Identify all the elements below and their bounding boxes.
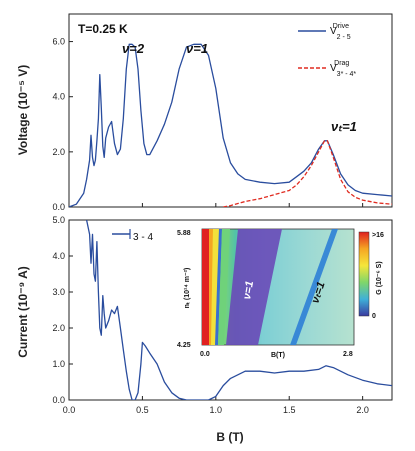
x-tick-label: 0.5: [136, 405, 149, 415]
x-tick-label: 2.0: [356, 405, 369, 415]
x-tick-label: 1.0: [210, 405, 223, 415]
nu1-label: ν=1: [186, 41, 208, 56]
inset-band-blue1: [215, 229, 222, 345]
inset-band-red: [202, 229, 209, 345]
series-line-1: [85, 220, 392, 400]
bottom-y-tick-label: 5.0: [52, 215, 65, 225]
top-plot-frame: [68, 13, 393, 208]
x-tick-label: 0.0: [63, 405, 76, 415]
legend-drag-label: V3* - 4*Drag: [330, 60, 356, 78]
inset-y-bottom-tick: 4.25: [177, 342, 191, 349]
inset-y-label: nₜ (10¹⁴ m⁻²): [184, 268, 191, 309]
bottom-legend: 3 - 4: [112, 229, 153, 243]
x-axis-title: B (T): [216, 430, 243, 444]
bottom-y-tick-label: 3.0: [52, 287, 65, 297]
top-series-group: [69, 43, 392, 207]
nuT1-label: νₜ=1: [331, 119, 357, 134]
inset-band-green: [218, 229, 230, 345]
top-y-ticks: 0.0 2.0 4.0 6.0: [52, 37, 73, 212]
bottom-y-tick-label: 1.0: [52, 359, 65, 369]
bottom-y-tick-label: 0.0: [52, 395, 65, 405]
bottom-series-group: [85, 220, 392, 400]
colorbar-top-tick: >16: [372, 232, 384, 239]
inset-x-label: B(T): [271, 352, 285, 359]
legend-current-label: 3 - 4: [133, 232, 153, 243]
top-y-axis-title: Voltage (10⁻⁵ V): [16, 65, 30, 155]
top-x-tick-marks: [68, 203, 364, 207]
inset-x-right-tick: 2.8: [343, 351, 353, 358]
inset-nu1-stripe: [226, 229, 282, 345]
colorbar-label: G (10⁻⁶ S): [376, 261, 383, 294]
inset-band-yellow: [211, 229, 219, 345]
bottom-y-tick-label: 4.0: [52, 251, 65, 261]
top-y-tick-label: 6.0: [52, 37, 65, 47]
inset-x-left-tick: 0.0: [200, 351, 210, 358]
series-line-2: [223, 140, 392, 207]
top-panel: 0.0 2.0 4.0 6.0 T=0.25 K ν=2 ν=1 νₜ=1 V2 - …: [16, 13, 393, 212]
inset-heatmap: ν=1 νₜ=1 >16 0 G (10⁻⁶ S) 5.88 4.25 nₜ (…: [177, 228, 384, 359]
inset-nuT1-line: [290, 229, 338, 345]
bottom-y-ticks: 0.0 1.0 2.0 3.0 4.0 5.0: [52, 215, 73, 405]
top-y-tick-label: 4.0: [52, 92, 65, 102]
nu2-label: ν=2: [122, 41, 145, 56]
bottom-panel: 0.0 1.0 2.0 3.0 4.0 5.0 0.0 0.5 1.0 1.5 2.0 3 - 4…: [16, 215, 393, 444]
bottom-x-ticks: 0.0 0.5 1.0 1.5 2.0: [63, 396, 369, 415]
colorbar-bottom-tick: 0: [372, 313, 376, 320]
inset-nu1-label: ν=1: [241, 280, 256, 300]
inset-band-orange: [209, 229, 213, 345]
bottom-plot-frame: [68, 219, 393, 401]
bottom-y-tick-label: 2.0: [52, 323, 65, 333]
temperature-label: T=0.25 K: [78, 22, 128, 36]
x-tick-label: 1.5: [283, 405, 296, 415]
legend-drive-label: V2 - 5Drive: [330, 23, 351, 41]
top-legend: V2 - 5Drive V3* - 4*Drag: [298, 23, 356, 78]
inset-y-top-tick: 5.88: [177, 230, 191, 237]
bottom-y-axis-title: Current (10⁻⁹ A): [16, 266, 30, 358]
colorbar: [358, 231, 370, 317]
top-y-tick-label: 0.0: [52, 202, 65, 212]
top-y-tick-label: 2.0: [52, 147, 65, 157]
series-line-1: [69, 43, 392, 207]
